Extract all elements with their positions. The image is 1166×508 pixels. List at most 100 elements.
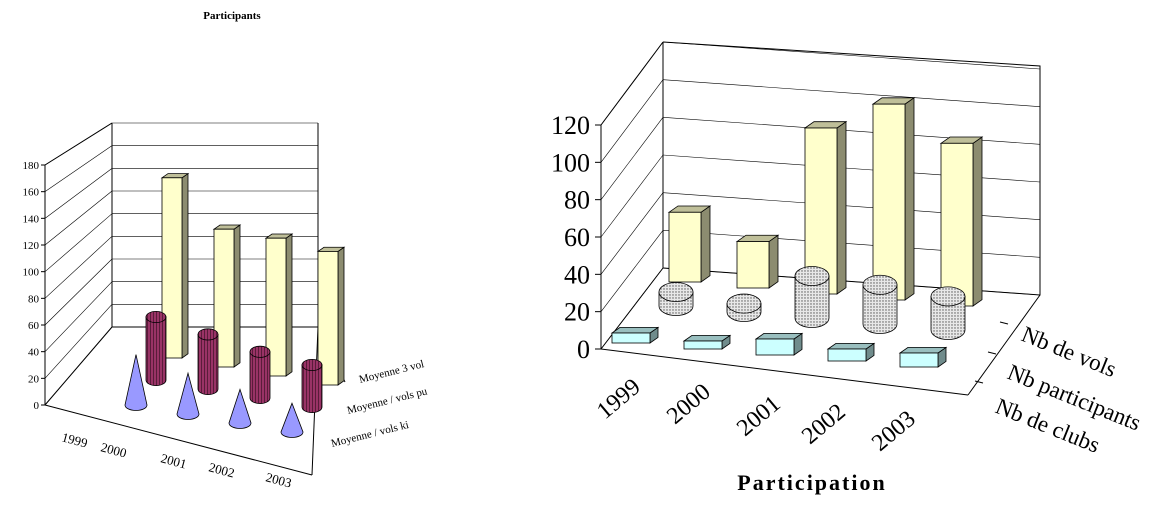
left-x-tick-label: 1999 bbox=[60, 429, 89, 450]
left-cylinder-mark bbox=[301, 358, 323, 413]
left-gridline bbox=[44, 213, 113, 272]
left-y-tick-label: 140 bbox=[23, 213, 40, 225]
right-gridline-back bbox=[662, 154, 1041, 183]
right-gridline bbox=[600, 41, 664, 126]
left-x-tick-label: 2003 bbox=[264, 469, 293, 490]
left-y-tick-label: 60 bbox=[28, 320, 40, 332]
left-x-tick-label: 2001 bbox=[159, 450, 188, 471]
left-x-tick-label: 2002 bbox=[207, 459, 236, 480]
left-series-label: Moyenne / vols ki bbox=[330, 419, 410, 450]
left-cone-mark bbox=[176, 371, 200, 420]
left-y-tick-label: 100 bbox=[23, 267, 40, 279]
left-box-mark bbox=[212, 224, 242, 368]
right-floor-front bbox=[600, 348, 969, 396]
left-floor-front bbox=[44, 404, 313, 476]
right-chart: 0 20 40 60 80 100 120 1999 2000 2001 2002 2003 Nb … bbox=[551, 41, 1144, 495]
right-y-tick-label: 80 bbox=[564, 186, 590, 215]
left-y-tick-label: 160 bbox=[23, 187, 40, 199]
right-x-tick-labels: 1999 2000 2001 2002 2003 bbox=[592, 374, 920, 457]
right-gridline bbox=[600, 154, 664, 238]
right-cylinder-mark bbox=[794, 266, 830, 328]
left-y-tick-label: 40 bbox=[28, 347, 40, 359]
right-gridline bbox=[600, 79, 664, 163]
left-y-tick-label: 120 bbox=[23, 240, 40, 252]
left-gridline bbox=[44, 258, 113, 326]
right-gridline-back bbox=[662, 117, 1041, 145]
left-cone-mark bbox=[280, 402, 304, 438]
right-box-mark bbox=[610, 326, 660, 344]
left-gridline bbox=[44, 145, 113, 192]
right-cylinder-mark bbox=[862, 274, 898, 334]
right-gridline-back bbox=[662, 192, 1041, 220]
right-box-mark bbox=[898, 346, 948, 368]
right-floor-right bbox=[967, 294, 1041, 396]
left-x-tick-labels: 1999 2000 2001 2002 2003 bbox=[60, 429, 293, 490]
left-y-tick-label: 0 bbox=[34, 400, 40, 412]
left-series-label: Moyenne / vols pu bbox=[346, 385, 429, 417]
right-y-tick-labels: 0 20 40 60 80 100 120 bbox=[551, 111, 590, 364]
right-cylinder-mark bbox=[658, 282, 694, 316]
right-box-mark bbox=[871, 97, 916, 301]
right-gridline-back bbox=[662, 267, 1041, 296]
right-y-tick-label: 40 bbox=[564, 260, 590, 289]
left-gridline bbox=[44, 122, 113, 166]
right-chart-title: Participation bbox=[737, 470, 886, 495]
right-box-mark bbox=[826, 342, 876, 362]
left-cone-mark bbox=[228, 388, 252, 429]
right-x-tick-label: 2000 bbox=[662, 379, 715, 430]
right-y-tick-label: 20 bbox=[564, 298, 590, 327]
right-gridline bbox=[600, 117, 664, 200]
right-y-tick-label: 60 bbox=[564, 223, 590, 252]
left-bars bbox=[124, 172, 346, 438]
right-y-tick-label: 120 bbox=[551, 111, 590, 140]
right-gridline-back bbox=[662, 230, 1041, 258]
left-y-tick-label: 80 bbox=[28, 293, 40, 305]
left-box-mark bbox=[264, 233, 294, 377]
right-box-mark bbox=[754, 332, 804, 356]
right-x-tick-label: 2001 bbox=[732, 391, 785, 442]
right-gridline bbox=[600, 267, 664, 350]
left-y-tick-label: 20 bbox=[28, 373, 40, 385]
left-gridline bbox=[44, 190, 113, 246]
right-gridline-back bbox=[662, 79, 1041, 107]
left-cylinder-mark bbox=[249, 345, 271, 404]
right-bars bbox=[610, 97, 984, 368]
left-gridline bbox=[44, 236, 113, 299]
left-series-label: Moyenne 3 vol bbox=[358, 358, 426, 386]
left-box-mark bbox=[316, 246, 346, 386]
right-cylinder-mark bbox=[726, 293, 762, 322]
right-depth-tick bbox=[987, 351, 997, 355]
right-box-mark bbox=[735, 234, 780, 289]
left-gridline bbox=[44, 168, 113, 219]
right-x-tick-label: 2002 bbox=[797, 399, 850, 450]
right-y-tick-label: 0 bbox=[577, 335, 590, 364]
left-cone-mark bbox=[124, 354, 148, 411]
right-gridline bbox=[600, 192, 664, 275]
left-gridline bbox=[44, 304, 113, 379]
left-gridline bbox=[44, 326, 113, 406]
left-y-tick-label: 180 bbox=[23, 160, 40, 172]
left-cylinder-mark bbox=[197, 328, 219, 395]
right-gridline-back bbox=[662, 41, 1041, 70]
right-x-tick-label: 1999 bbox=[592, 374, 645, 425]
left-gridline bbox=[44, 281, 113, 352]
right-depth-tick bbox=[999, 321, 1009, 325]
right-depth-tick bbox=[974, 380, 984, 384]
right-gridline bbox=[600, 230, 664, 312]
right-box-mark bbox=[803, 120, 848, 295]
left-chart-title: Participants bbox=[203, 10, 261, 22]
right-cylinder-mark bbox=[930, 286, 966, 340]
right-box-mark bbox=[667, 205, 712, 283]
left-axes-frame bbox=[44, 122, 346, 476]
left-y-tick-labels: 0 20 40 60 80 100 120 140 160 180 bbox=[23, 160, 40, 412]
right-box-mark bbox=[939, 136, 984, 307]
right-y-tick-label: 100 bbox=[551, 148, 590, 177]
left-cylinder-mark bbox=[145, 310, 167, 386]
left-x-tick-label: 2000 bbox=[99, 439, 128, 460]
right-box-mark bbox=[682, 334, 732, 350]
right-x-tick-label: 2003 bbox=[867, 406, 920, 457]
left-box-mark bbox=[160, 172, 190, 359]
